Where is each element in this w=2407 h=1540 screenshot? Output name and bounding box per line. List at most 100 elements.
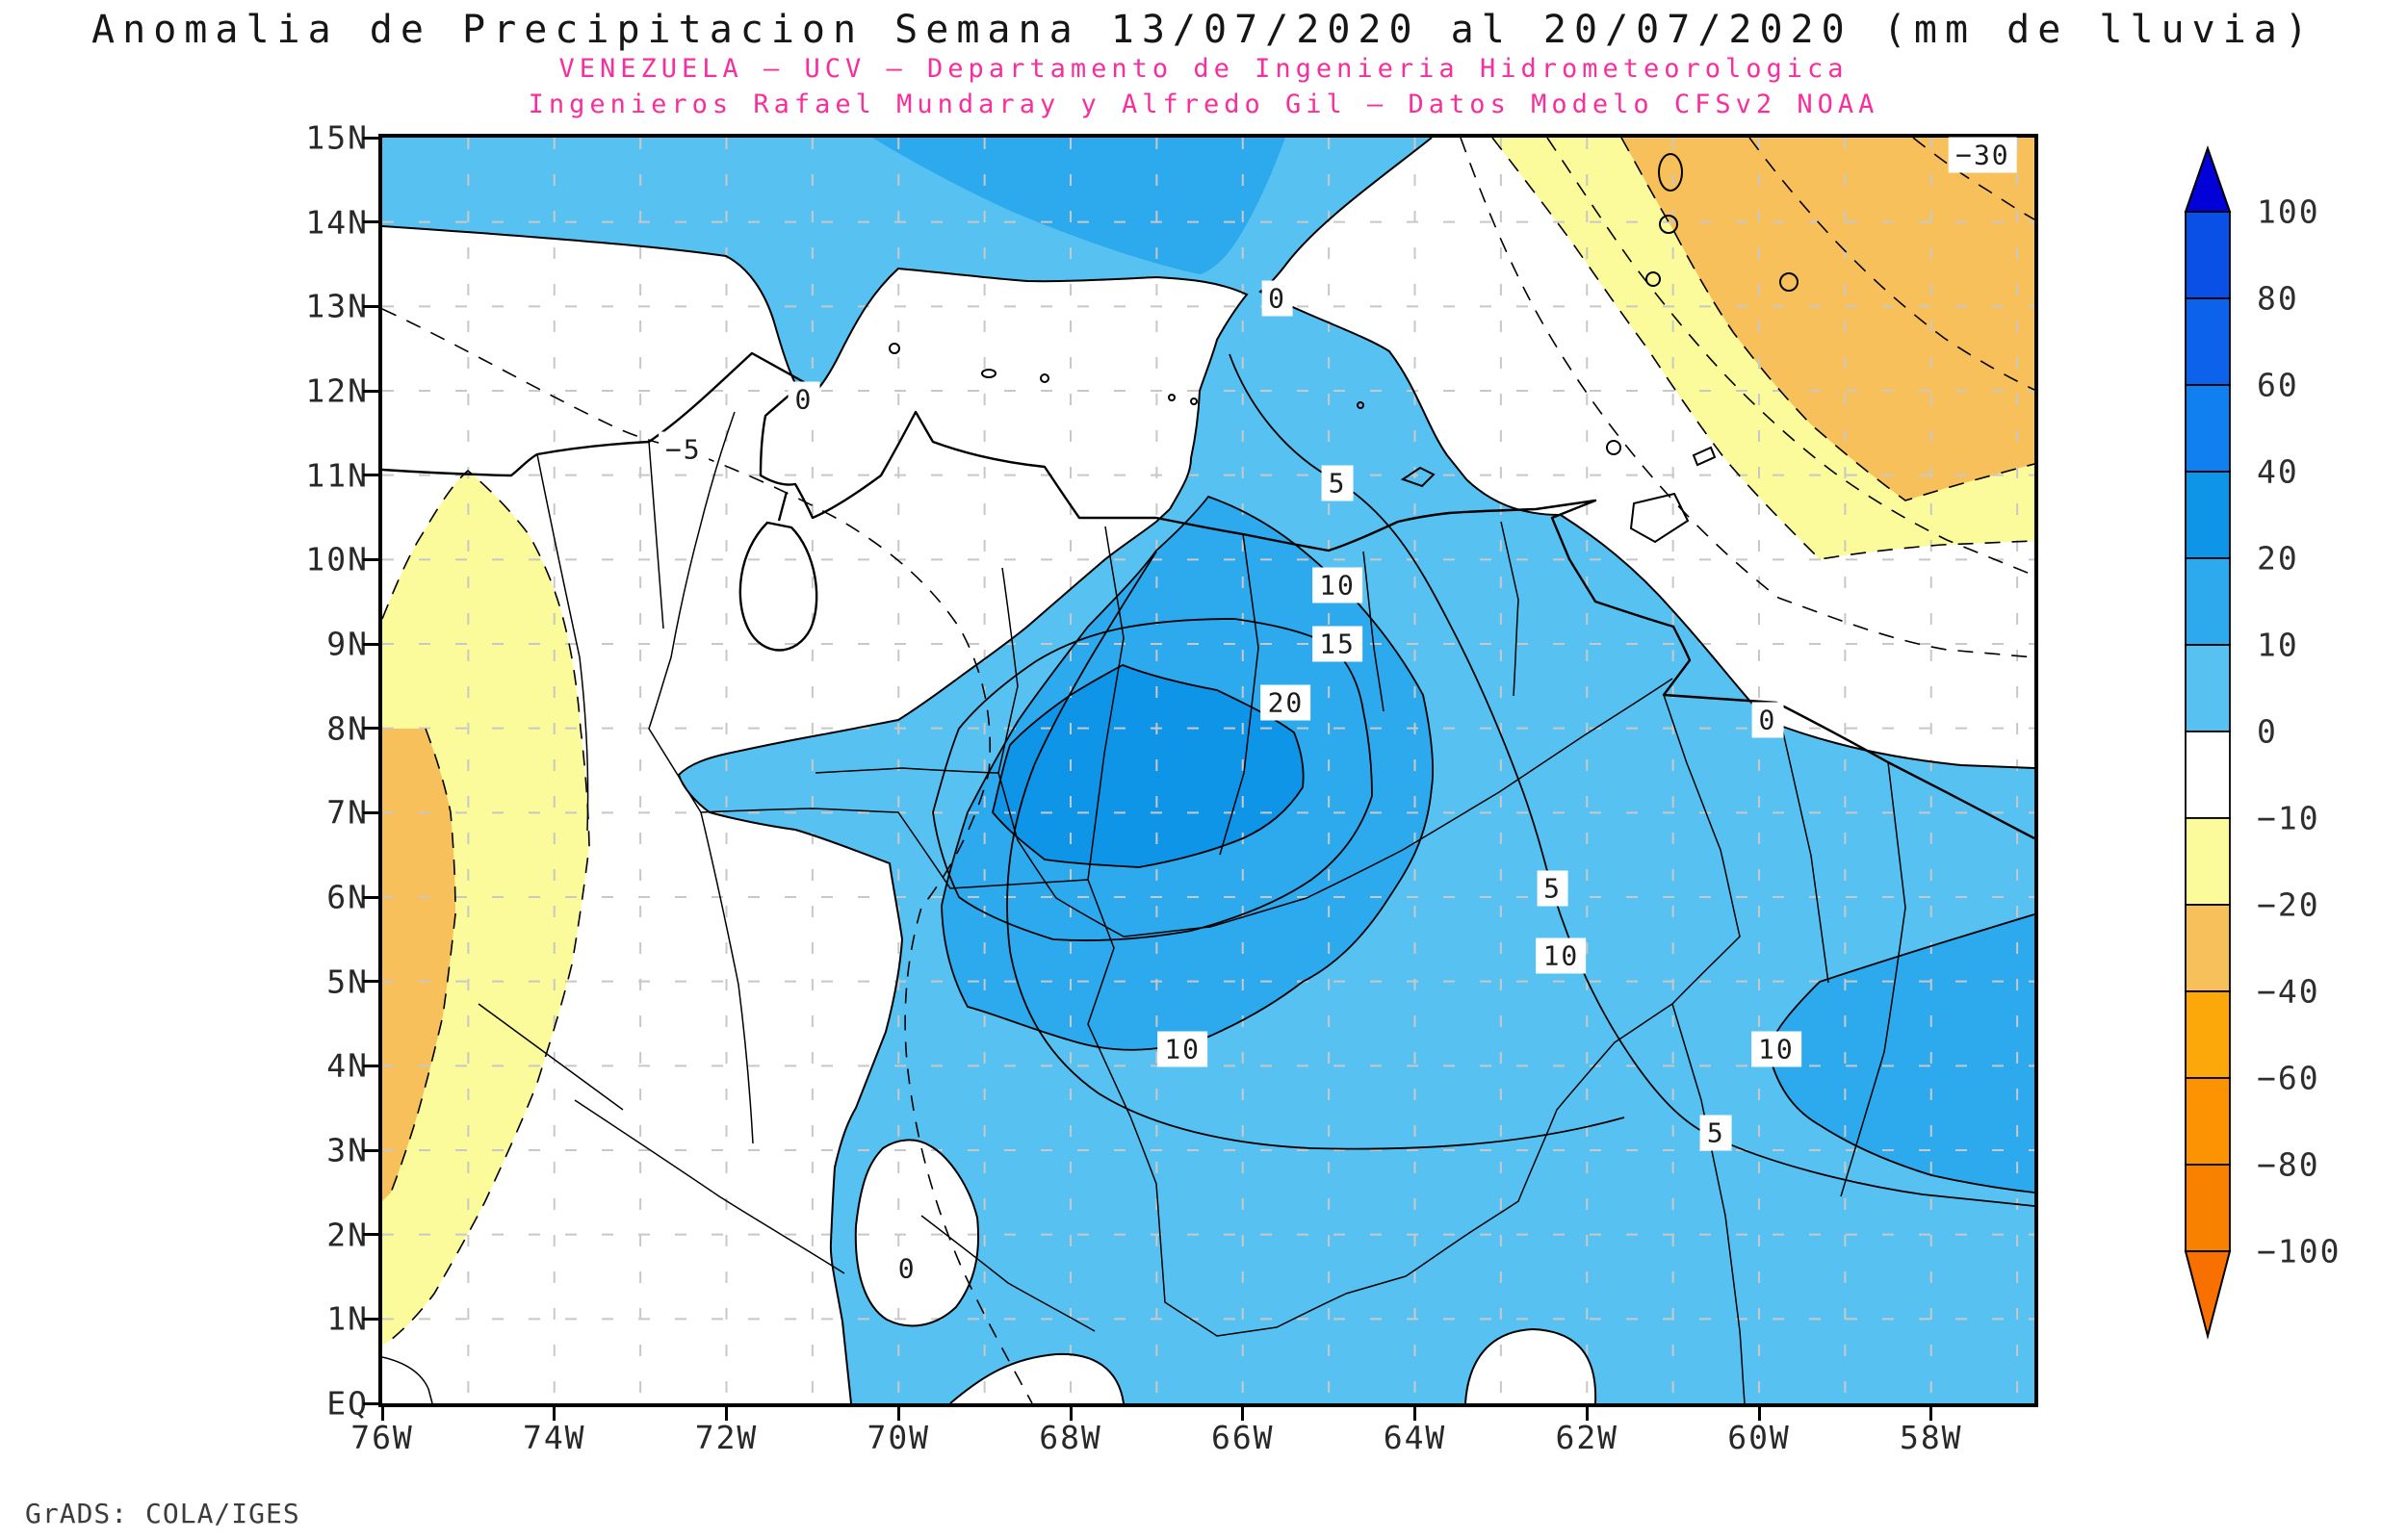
colorbar-label--60: −60 xyxy=(2257,1059,2320,1097)
lat-axis-tick xyxy=(363,136,378,140)
lat-axis-label-14N: 14N xyxy=(305,203,369,242)
colorbar-segment-60to80 xyxy=(2185,297,2231,386)
page-title: Anomalia de Precipitacion Semana 13/07/2… xyxy=(91,8,2316,52)
lat-axis-label-6N: 6N xyxy=(326,878,369,916)
colorbar-segment-40to60 xyxy=(2185,384,2231,473)
lat-axis-label-10N: 10N xyxy=(305,540,369,578)
colorbar-label--10: −10 xyxy=(2257,799,2320,837)
lat-axis-tick xyxy=(363,389,378,393)
lon-axis-label-66W: 66W xyxy=(1210,1419,1275,1456)
colorbar-up-arrow xyxy=(2184,144,2232,213)
colorbar xyxy=(2178,142,2293,1355)
colorbar-segment--60to-40 xyxy=(2185,990,2231,1079)
lon-axis-label-76W: 76W xyxy=(350,1419,414,1456)
lat-axis-label-7N: 7N xyxy=(326,793,369,832)
colorbar-label-40: 40 xyxy=(2257,452,2299,491)
contour-line-minus30-northeast xyxy=(1912,138,2034,220)
contour-label-10: 10 xyxy=(1751,1031,1801,1067)
lon-axis-label-70W: 70W xyxy=(867,1419,931,1456)
lat-axis-label-15N: 15N xyxy=(305,118,369,157)
colorbar-segment--20to-10 xyxy=(2185,817,2231,906)
lon-axis-label-62W: 62W xyxy=(1555,1419,1619,1456)
subtitle-line-1: VENEZUELA – UCV – Departamento de Ingeni… xyxy=(558,54,1849,84)
contour-label--30: −30 xyxy=(1949,137,2017,173)
lat-axis-tick xyxy=(363,980,378,984)
lon-axis-tick xyxy=(1585,1406,1589,1421)
contour-map-canvas xyxy=(382,138,2034,1403)
contour-label-10: 10 xyxy=(1312,567,1362,603)
contour-line-5-west xyxy=(1006,551,1625,1150)
lon-axis-tick xyxy=(1929,1406,1933,1421)
colombia-rivers xyxy=(478,441,1096,1332)
colorbar-label--80: −80 xyxy=(2257,1145,2320,1184)
fill-negative-10-west xyxy=(382,471,589,1346)
colorbar-segment--100to-80 xyxy=(2185,1164,2231,1252)
lat-axis-tick xyxy=(363,557,378,561)
lake-maracaibo-outline xyxy=(738,491,818,652)
contour-line-0-hole xyxy=(854,1139,980,1327)
lat-axis-tick xyxy=(363,1148,378,1152)
lat-axis-tick xyxy=(363,1064,378,1067)
caribbean-small-islands xyxy=(889,153,1799,455)
lat-axis-tick xyxy=(363,1401,378,1405)
colorbar-segment--80to-60 xyxy=(2185,1077,2231,1166)
lat-axis-label-9N: 9N xyxy=(326,625,369,663)
contour-line-minus10-northeast xyxy=(1491,138,2034,560)
lon-axis-label-58W: 58W xyxy=(1899,1419,1963,1456)
contour-label-5: 5 xyxy=(1699,1115,1732,1151)
contour-label--5: −5 xyxy=(658,431,709,468)
lat-axis-label-8N: 8N xyxy=(326,709,369,748)
lon-axis-label-68W: 68W xyxy=(1039,1419,1102,1456)
lon-axis-tick xyxy=(1757,1406,1761,1421)
lat-axis-tick xyxy=(363,810,378,814)
contour-label-10: 10 xyxy=(1536,937,1587,974)
lon-axis-tick xyxy=(380,1406,384,1421)
map-plot-area: 0 0 −5 5 10 15 20 0 5 10 10 10 5 0 −30 xyxy=(378,134,2038,1407)
colorbar-label-10: 10 xyxy=(2257,626,2299,664)
lat-axis-tick xyxy=(363,304,378,308)
contour-label-20: 20 xyxy=(1260,684,1311,721)
contour-line-minus5-northwest xyxy=(382,308,1033,1403)
lat-axis-tick xyxy=(363,642,378,646)
colorbar-label-80: 80 xyxy=(2257,279,2299,318)
lon-axis-label-60W: 60W xyxy=(1727,1419,1791,1456)
lon-axis-label-64W: 64W xyxy=(1383,1419,1447,1456)
contour-label-0: 0 xyxy=(788,381,820,418)
lat-axis-tick xyxy=(363,474,378,477)
colorbar-segment-10to20 xyxy=(2185,557,2231,646)
margarita-island-outline xyxy=(1400,466,1436,488)
colorbar-label-60: 60 xyxy=(2257,366,2299,404)
lon-axis-tick xyxy=(1241,1406,1245,1421)
contour-label-5: 5 xyxy=(1537,870,1568,907)
lat-axis-tick xyxy=(363,1317,378,1321)
lon-axis-tick xyxy=(553,1406,556,1421)
colorbar-segment-80to100 xyxy=(2185,211,2231,299)
contour-line-minus5-northeast xyxy=(1460,138,2034,658)
contour-label-0: 0 xyxy=(1751,702,1784,738)
lat-axis-tick xyxy=(363,220,378,224)
contour-line-15-central xyxy=(932,618,1373,941)
lat-axis-label-EQ: EQ xyxy=(326,1384,369,1423)
pacific-coast-southwest xyxy=(382,1356,433,1403)
colorbar-down-arrow xyxy=(2184,1250,2232,1340)
lat-axis-label-4N: 4N xyxy=(326,1046,369,1085)
colorbar-label--40: −40 xyxy=(2257,972,2320,1011)
lat-axis-label-11N: 11N xyxy=(305,456,369,495)
colorbar-segment--40to-20 xyxy=(2185,904,2231,992)
colorbar-label--100: −100 xyxy=(2257,1232,2342,1270)
contour-line-minus20-northeast xyxy=(1620,138,2034,501)
contour-label-15: 15 xyxy=(1312,626,1362,662)
subtitle-line-2: Ingenieros Rafael Mundaray y Alfredo Gil… xyxy=(528,90,1879,119)
co coastline-caribbean xyxy=(382,351,2034,840)
contour-line-0-southwest xyxy=(677,508,1597,1403)
lon-axis-tick xyxy=(896,1406,900,1421)
fill-positive-20-core xyxy=(993,665,1304,867)
guyana-interior-lines xyxy=(1775,702,1906,1197)
contour-label-0: 0 xyxy=(1261,280,1293,317)
lon-axis-label-72W: 72W xyxy=(694,1419,759,1456)
fill-positive-10-north-band xyxy=(872,138,1285,274)
lon-axis-tick xyxy=(1413,1406,1416,1421)
contour-line-minus20-west xyxy=(390,728,456,1194)
trinidad-island-outline xyxy=(1629,492,1690,544)
colorbar-label-20: 20 xyxy=(2257,539,2299,578)
